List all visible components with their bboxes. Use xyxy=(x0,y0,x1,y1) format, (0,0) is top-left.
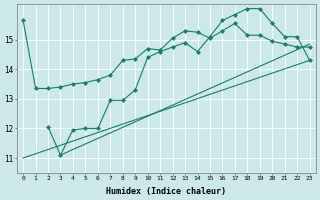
X-axis label: Humidex (Indice chaleur): Humidex (Indice chaleur) xyxy=(106,187,226,196)
